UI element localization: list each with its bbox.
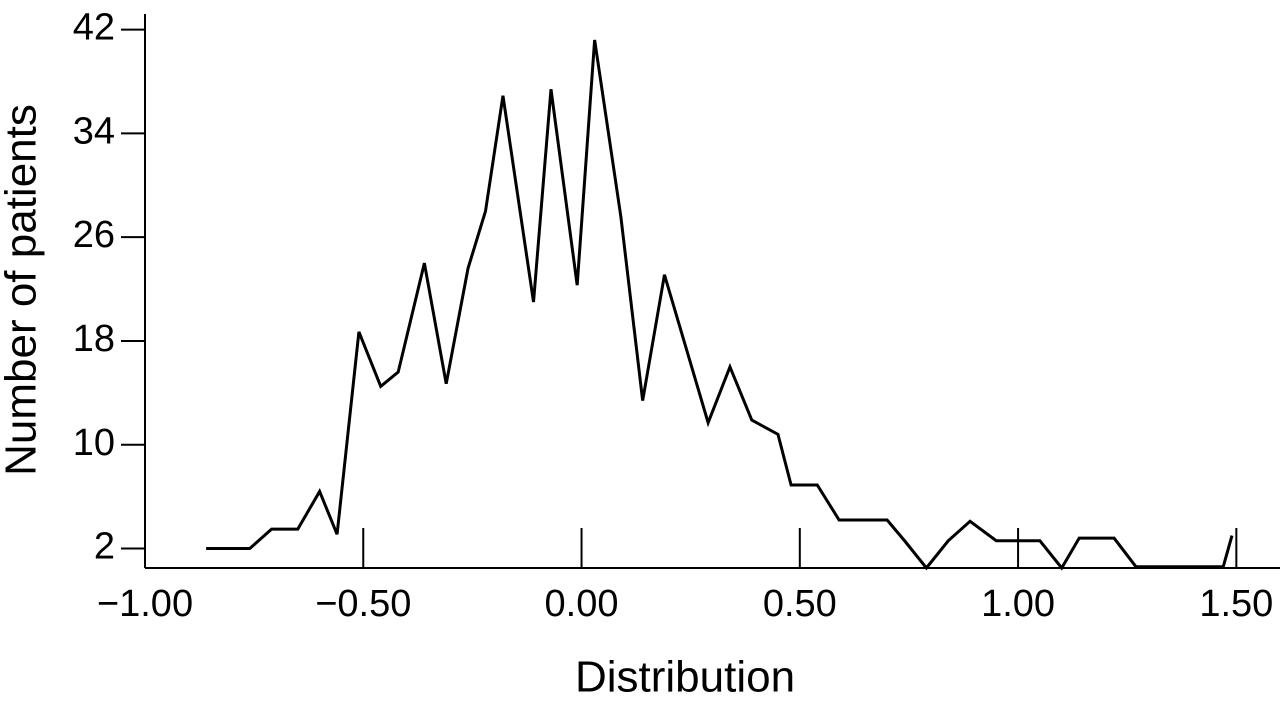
x-tick-label: −0.50 xyxy=(315,583,411,625)
x-tick-label: −1.00 xyxy=(97,583,193,625)
y-tick-label: 26 xyxy=(73,214,115,256)
y-axis-label: Number of patients xyxy=(0,104,46,476)
y-tick-label: 42 xyxy=(73,7,115,49)
y-tick-label: 34 xyxy=(73,110,115,152)
x-tick-label: 1.00 xyxy=(981,583,1055,625)
y-tick-label: 2 xyxy=(94,526,115,568)
x-tick-label: 0.00 xyxy=(545,583,619,625)
x-tick-label: 1.50 xyxy=(1199,583,1273,625)
x-axis-label: Distribution xyxy=(575,653,795,701)
y-tick-label: 10 xyxy=(73,422,115,464)
x-tick-label: 0.50 xyxy=(763,583,837,625)
y-tick-label: 18 xyxy=(73,318,115,360)
data-line xyxy=(206,39,1234,571)
